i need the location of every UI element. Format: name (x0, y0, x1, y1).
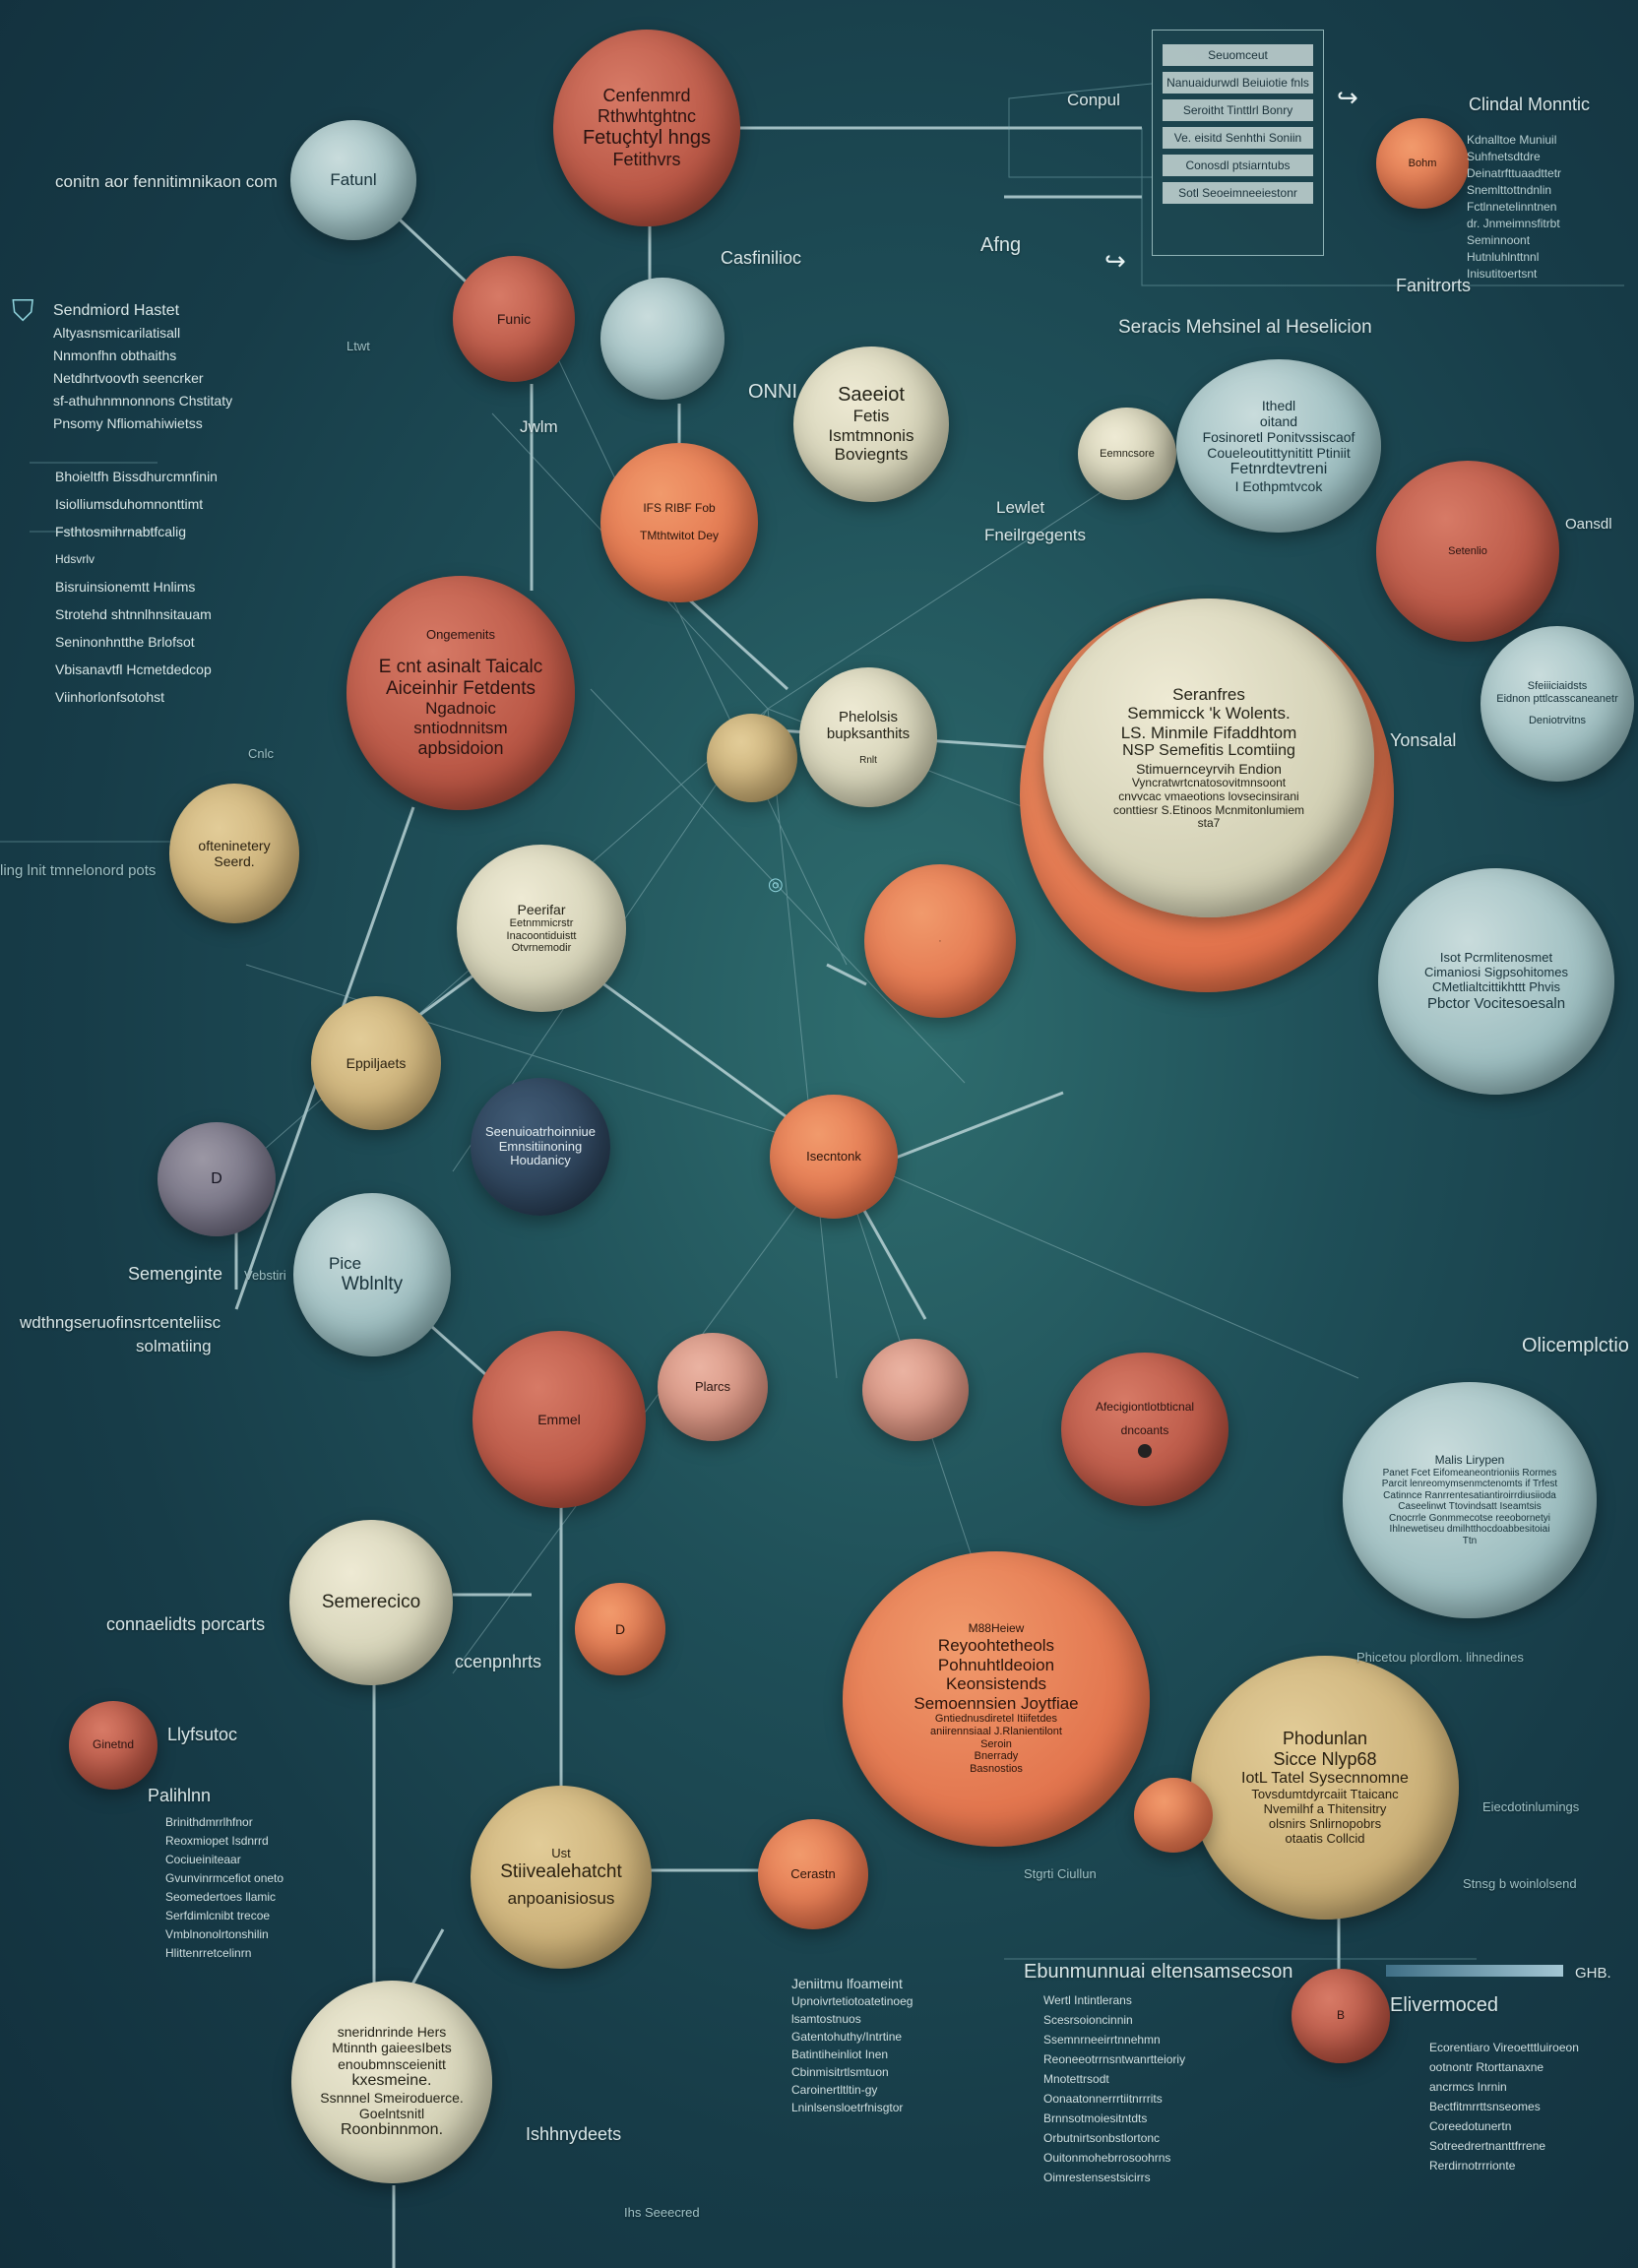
label-vebstiri: Vebstiri (244, 1268, 286, 1283)
node-tan-lower[interactable]: Ust Stiivealehatcht anpoanisiosus (471, 1786, 652, 1969)
info-row: Conosdl ptsiarntubs (1163, 155, 1313, 176)
top-info-box: Seuomceut Nanuaidurwdl Beiuiotie fnls Se… (1152, 30, 1324, 256)
node-red-bottom-right[interactable]: B (1292, 1969, 1390, 2063)
node-small-cream-right[interactable]: Eemncsore (1078, 408, 1176, 500)
node-big-red-left[interactable]: Ongemenits E cnt asinalt Taicalc Aiceinh… (346, 576, 575, 810)
info-row: Sotl Seoeimneeiestonr (1163, 182, 1313, 204)
side-list-left-mid: Bhoieltfh Bissdhurcmnfinin Isiolliumsduh… (55, 469, 218, 705)
label-semantic-heading: Seracis Mehsinel al Heselicion (1118, 317, 1372, 338)
node-small-blue[interactable] (600, 278, 724, 400)
connector (885, 1091, 1064, 1164)
node-orange-lower[interactable]: Cerastn (758, 1819, 868, 1929)
arrow-icon: ↪ (1104, 246, 1126, 276)
label-jwlm: Jwlm (520, 417, 558, 436)
shield-icon: ⛉ (12, 295, 34, 328)
node-blue-left[interactable]: Pice Wblnlty (293, 1193, 451, 1356)
node-red-right-small[interactable]: Afecigiontlotbticnal dncoants (1061, 1353, 1228, 1506)
label-top-left: conitn aor fennitimnikaon com (55, 172, 278, 191)
label-semusinte: Semenginte (128, 1264, 223, 1284)
label-ottvsiles: ling lnit tmnelonord pots (0, 862, 157, 879)
node-cream-semantic[interactable]: Saeeiot Fetis Ismtmnonis Boviegnts (793, 346, 949, 502)
label-phicetou: Phicetou plordlom. lihnedines (1356, 1650, 1524, 1665)
node-cream-bottom[interactable]: sneridnrinde Hers Mtinnth gaieesIbets en… (291, 1981, 492, 2183)
connector (590, 973, 808, 1134)
node-blue-right[interactable]: Sfeiiiciaidsts Eidnon pttlcasscaneanetr … (1480, 626, 1634, 782)
label-eliveriooed: Elivermoced (1390, 1994, 1499, 2016)
info-row: Nanuaidurwdl Beiuiotie fnls (1163, 72, 1313, 94)
node-funic[interactable]: Funic (453, 256, 575, 382)
label-yonsalal: Yonsalal (1390, 730, 1457, 750)
connector (677, 589, 789, 691)
label-palihlnn: Palihlnn (148, 1786, 212, 1805)
label-right-ttexe: Eiecdotinlumings (1482, 1799, 1580, 1814)
label-cashinoc: Casfinilioc (721, 248, 802, 268)
node-tan-small-left[interactable]: Eppiljaets (311, 996, 441, 1130)
node-blue-right-bottom[interactable]: Malis Lirypen Panet Fcet Eifomeaneontrio… (1343, 1382, 1597, 1618)
node-cream-mid[interactable]: Peerifar Eetnmmicrstr Inacoontiduistt Ot… (457, 845, 626, 1012)
label-linguistic: Llyfsutoc (167, 1725, 238, 1744)
label-lewlet: Lewlet (996, 498, 1045, 517)
label-afnlg: Afng (980, 234, 1022, 256)
label-cnlc: Cnlc (248, 746, 275, 761)
label-fnolgegn: Fneilrgegents (984, 526, 1087, 544)
side-list-bottom-right: Wertl Intintlerans Scesrsoioncinnin Ssem… (1043, 1993, 1186, 2184)
side-list-bottom-left: Brinithdmrrlhfnor Reoxmiopet Isdnrrd Coc… (165, 1815, 284, 1960)
node-dot (1138, 1443, 1152, 1458)
node-pink-right[interactable] (862, 1339, 969, 1441)
node-small-tan[interactable] (707, 714, 797, 802)
side-list-bottom-mid: Jeniitmu lfoameint Upnoivrtetiotoatetino… (791, 1976, 914, 2114)
info-row: Seroitht Tinttlrl Bonry (1163, 99, 1313, 121)
gradient-bar (1386, 1965, 1563, 1977)
node-top-left-blue[interactable]: Fatunl (290, 120, 416, 240)
label-ltwt: Ltwt (346, 339, 370, 353)
node-pink-small[interactable]: Plarcs (658, 1333, 768, 1441)
node-huge-center[interactable]: Seranfres Semmicck 'k Wolents. LS. Minmi… (1043, 598, 1374, 917)
label-ishhnydeets: Ishhnydeets (526, 2124, 622, 2144)
label-ghedl: GHB. (1575, 1965, 1611, 1982)
label-oansdl: Oansdl (1565, 516, 1612, 533)
label-solimting: solmatiing (136, 1337, 212, 1355)
node-red-bottom-left[interactable]: Emmel (472, 1331, 646, 1508)
node-cream-center[interactable]: Phelolsis bupksanthits Rnlt (799, 667, 937, 807)
info-row: Seuomceut (1163, 44, 1313, 66)
node-orange-center[interactable]: Isecntonk (770, 1095, 898, 1219)
node-orange-mid[interactable]: IFS RIBF Fob TMthtwitot Dey (600, 443, 758, 602)
node-orange-right-mid[interactable]: · (864, 864, 1016, 1018)
label-onni: ONNI (748, 381, 797, 403)
node-blue-right-mid[interactable]: Isot Pcrmlitenosmet Cimaniosi Sigpsohito… (1378, 868, 1614, 1095)
node-big-orange-bottom[interactable]: M88Heiew Reyoohtetheols Pohnuhtldeoion K… (843, 1551, 1150, 1847)
node-top-red[interactable]: Cenfenmrd Rthwhtghtnc Fetuçhtyl hngs Fet… (553, 30, 740, 226)
node-red-small-far-left[interactable]: Ginetnd (69, 1701, 158, 1790)
label-coniul: Conpul (1067, 91, 1120, 109)
connector (826, 963, 867, 986)
side-list-far-right: Ecorentiaro Vireoetttluiroeon ootnontr R… (1429, 2041, 1579, 2173)
node-red-d[interactable]: D (575, 1583, 665, 1675)
node-label: · (938, 934, 942, 947)
info-row: Ve. eisitd Senhthi Soniin (1163, 127, 1313, 149)
label-weltlings: wdthngseruofinsrtcenteliisc (20, 1313, 221, 1332)
node-cream-left-bottom[interactable]: Semerecico (289, 1520, 453, 1685)
arrow-icon: ↪ (1337, 83, 1358, 112)
label-clinical-metric: Clindal Monntic (1469, 94, 1591, 114)
node-red-right[interactable]: Setenlio (1376, 461, 1559, 642)
label-ollcempctio: Olicemplctio (1522, 1335, 1629, 1356)
node-big-blue-right[interactable]: Ithedl oitand Fosinoretl Ponitvssiscaof … (1176, 359, 1381, 533)
label-ihs-scred: Ihs Seeecred (624, 2205, 700, 2220)
node-tan-left[interactable]: ofteninetery Seerd. (169, 784, 299, 923)
node-dusk[interactable]: D (158, 1122, 276, 1236)
target-icon: ◎ (768, 874, 784, 894)
node-navy[interactable]: Seenuioatrhoinniue Emnsitiinoning Houdan… (471, 1078, 610, 1216)
side-list-top-left: Sendmiord Hastet Altyasnsmicarilatisall … (53, 302, 233, 431)
node-tan-bottom-right[interactable]: Phodunlan Sicce Nlyp68 IotL Tatel Sysecn… (1191, 1656, 1459, 1920)
label-condpts: ccenpnhrts (455, 1652, 542, 1671)
label-fanitrorts: Fanitrorts (1396, 276, 1472, 295)
side-list-clinical: Kdnalltoe Muniuil Suhfnetsdtdre Deinatrf… (1467, 133, 1562, 281)
label-eburimundar: Ebunmunnuai eltensamsecson (1024, 1961, 1293, 1983)
label-stngy: Stnsg b woinlolsend (1463, 1876, 1577, 1891)
label-stgrti: Stgrti Ciullun (1024, 1866, 1097, 1881)
node-orange-small-bottom[interactable] (1134, 1778, 1213, 1853)
label-connalist: connaelidts porcarts (106, 1614, 266, 1634)
node-orange-d[interactable]: Bohm (1376, 118, 1469, 209)
